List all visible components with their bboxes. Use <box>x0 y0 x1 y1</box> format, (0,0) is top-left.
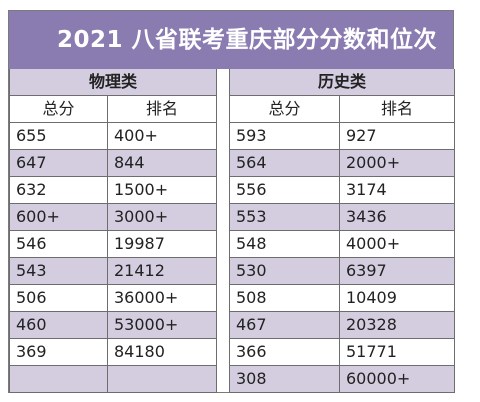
table-row: 543 21412 <box>10 258 216 285</box>
rank-cell: 844 <box>114 153 145 172</box>
score-cell: 543 <box>10 258 108 284</box>
table-row: 506 36000+ <box>10 285 216 312</box>
table-row: 467 20328 <box>230 312 454 339</box>
history-section: 历史类 总分 排名 593 927 564 2000+ 556 3174 553 343… <box>229 69 455 393</box>
table-row: 508 10409 <box>230 285 454 312</box>
score-cell: 548 <box>230 231 340 257</box>
table-row: 366 51771 <box>230 339 454 366</box>
table-row: 369 84180 <box>10 339 216 366</box>
score-cell: 556 <box>230 177 340 203</box>
rank-cell: 6397 <box>346 261 387 280</box>
physics-score-header: 总分 <box>10 96 108 122</box>
rank-cell: 3436 <box>346 207 387 226</box>
rank-cell: 400+ <box>114 126 158 145</box>
score-cell: 647 <box>10 150 108 176</box>
rank-cell: 36000+ <box>114 288 179 307</box>
table-row: 553 3436 <box>230 204 454 231</box>
table-row: 647 844 <box>10 150 216 177</box>
physics-column-headers: 总分 排名 <box>10 96 216 123</box>
rank-cell: 84180 <box>114 342 165 361</box>
history-score-header: 总分 <box>230 96 340 122</box>
score-cell: 546 <box>10 231 108 257</box>
rank-cell <box>108 366 216 392</box>
score-cell: 632 <box>10 177 108 203</box>
rank-cell: 3000+ <box>114 207 169 226</box>
score-cell: 600+ <box>10 204 108 230</box>
physics-section-header: 物理类 <box>10 69 216 96</box>
score-cell: 506 <box>10 285 108 311</box>
score-cell: 366 <box>230 339 340 365</box>
table-row: 632 1500+ <box>10 177 216 204</box>
history-rank-header: 排名 <box>380 99 413 118</box>
table-row: 460 53000+ <box>10 312 216 339</box>
rank-cell: 53000+ <box>114 315 179 334</box>
history-section-header: 历史类 <box>230 69 454 96</box>
score-cell: 564 <box>230 150 340 176</box>
score-cell: 530 <box>230 258 340 284</box>
rank-cell: 10409 <box>346 288 397 307</box>
score-cell: 593 <box>230 123 340 149</box>
score-cell: 508 <box>230 285 340 311</box>
table-row: 564 2000+ <box>230 150 454 177</box>
score-cell <box>10 366 108 392</box>
rank-cell: 21412 <box>114 261 165 280</box>
table-row: 546 19987 <box>10 231 216 258</box>
table-row <box>10 366 216 393</box>
table-row: 556 3174 <box>230 177 454 204</box>
rank-cell: 1500+ <box>114 180 169 199</box>
rank-cell: 51771 <box>346 342 397 361</box>
table-row: 548 4000+ <box>230 231 454 258</box>
rank-cell: 4000+ <box>346 234 401 253</box>
physics-rank-header: 排名 <box>145 99 178 118</box>
table-row: 655 400+ <box>10 123 216 150</box>
rank-cell: 2000+ <box>346 153 401 172</box>
rank-cell: 927 <box>346 126 377 145</box>
score-cell: 308 <box>230 366 340 392</box>
table-title: 2021 八省联考重庆部分分数和位次 <box>9 11 453 69</box>
rank-cell: 19987 <box>114 234 165 253</box>
history-column-headers: 总分 排名 <box>230 96 454 123</box>
score-cell: 553 <box>230 204 340 230</box>
rank-cell: 20328 <box>346 315 397 334</box>
table-row: 530 6397 <box>230 258 454 285</box>
score-cell: 460 <box>10 312 108 338</box>
table-row: 308 60000+ <box>230 366 454 393</box>
score-rank-table: 2021 八省联考重庆部分分数和位次 物理类 总分 排名 655 400+ 647… <box>8 10 455 393</box>
score-cell: 467 <box>230 312 340 338</box>
score-cell: 369 <box>10 339 108 365</box>
physics-section: 物理类 总分 排名 655 400+ 647 844 632 1500+ 600+ 30… <box>9 69 217 393</box>
rank-cell: 60000+ <box>346 369 411 388</box>
table-row: 593 927 <box>230 123 454 150</box>
table-row: 600+ 3000+ <box>10 204 216 231</box>
rank-cell: 3174 <box>346 180 387 199</box>
score-cell: 655 <box>10 123 108 149</box>
